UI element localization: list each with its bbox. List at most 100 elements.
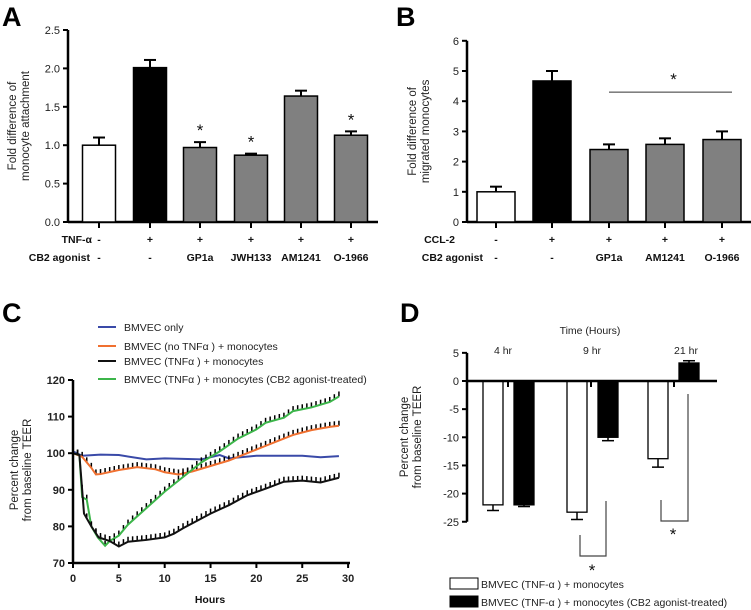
y-axis-label: migrated monocytes — [420, 79, 432, 183]
category-label: 4 hr — [494, 345, 513, 357]
significance-star: * — [670, 70, 677, 89]
bar — [81, 144, 117, 223]
y-tick-label: 80 — [53, 521, 65, 533]
legend-swatch — [449, 595, 479, 608]
row-label-agonist: CB2 agonist — [422, 252, 484, 264]
significance-star: * — [248, 133, 255, 152]
significance-star: * — [670, 525, 677, 544]
y-axis-label: Percent change — [399, 397, 411, 478]
bar — [532, 80, 572, 223]
chart-b: 0 1 2 3 4 5 6 Fold difference of migrated monocy… — [407, 36, 751, 264]
y-tick-label: 1.5 — [45, 102, 60, 114]
panel-label-c: C — [2, 298, 22, 328]
y-tick-label: -25 — [443, 517, 459, 529]
treatment-sign: - — [97, 234, 101, 246]
bar — [182, 146, 218, 223]
panel-label-b: B — [396, 2, 416, 32]
significance-bracket — [579, 501, 607, 557]
y-tick-label: 70 — [53, 558, 65, 570]
y-tick-label: 100 — [47, 448, 65, 460]
treatment-sign: + — [348, 234, 354, 246]
legend-label: BMVEC (TNFα ) + monocytes — [124, 356, 263, 368]
y-tick-label: 2.0 — [45, 63, 60, 75]
legend-label: BMVEC (TNF-α ) + monocytes (CB2 agonist-… — [481, 597, 727, 609]
agonist-label: O-1966 — [704, 252, 739, 264]
y-tick-label: 1.0 — [45, 140, 60, 152]
significance-star: * — [197, 121, 204, 140]
agonist-label: GP1a — [596, 252, 623, 264]
y-tick-label: 90 — [53, 485, 65, 497]
y-tick-label: -20 — [443, 489, 459, 501]
row-label-treatment: TNF-α — [62, 234, 93, 246]
y-tick-label: 2 — [453, 157, 459, 169]
bar — [513, 380, 535, 506]
legend-label: BMVEC (TNFα ) + monocytes (CB2 agonist-t… — [124, 374, 367, 386]
chart-c: BMVEC only BMVEC (no TNFα ) + monocytes BM… — [9, 322, 367, 606]
agonist-label: JWH133 — [231, 252, 272, 264]
x-tick-label: 30 — [342, 573, 354, 585]
x-tick-label: 0 — [70, 573, 76, 585]
y-tick-label: -10 — [443, 432, 459, 444]
treatment-sign: + — [197, 234, 203, 246]
bar — [597, 380, 619, 438]
y-tick-label: -5 — [449, 404, 459, 416]
x-tick-label: 20 — [250, 573, 262, 585]
y-tick-label: 5 — [453, 66, 459, 78]
significance-star: * — [348, 110, 355, 129]
y-axis-label: from baseline TEER — [412, 386, 424, 489]
treatment-sign: + — [606, 234, 612, 246]
bar — [476, 191, 516, 223]
bar — [589, 148, 629, 223]
x-tick-label: 5 — [116, 573, 122, 585]
treatment-sign: + — [719, 234, 725, 246]
treatment-sign: + — [549, 234, 555, 246]
bar — [333, 134, 369, 223]
y-tick-label: 0.0 — [45, 217, 60, 229]
y-tick-label: 0 — [453, 376, 459, 388]
y-tick-label: 2.5 — [45, 25, 60, 37]
y-tick-label: 0 — [453, 217, 459, 229]
bar — [283, 95, 319, 223]
bar — [132, 66, 168, 223]
agonist-label: AM1241 — [645, 252, 685, 264]
legend-label: BMVEC (no TNFα ) + monocytes — [124, 341, 278, 353]
agonist-label: - — [494, 252, 498, 264]
bar — [678, 362, 700, 382]
row-label-agonist: CB2 agonist — [29, 252, 91, 264]
agonist-label: - — [97, 252, 101, 264]
y-tick-label: 120 — [47, 375, 65, 387]
y-tick-label: 4 — [453, 96, 459, 108]
legend-swatch — [449, 577, 479, 590]
y-tick-label: 5 — [453, 348, 459, 360]
treatment-sign: + — [147, 234, 153, 246]
y-tick-label: 0.5 — [45, 179, 60, 191]
bar — [233, 154, 269, 223]
agonist-label: - — [148, 252, 152, 264]
agonist-label: AM1241 — [281, 252, 321, 264]
y-axis-label: Fold difference of — [407, 86, 419, 175]
treatment-sign: + — [662, 234, 668, 246]
chart-d: Time (Hours) 4 hr 9 hr 21 hr -25 -20 -15 -10 -5 0… — [399, 325, 727, 609]
y-tick-label: 3 — [453, 126, 459, 138]
y-axis-label: monocyte attachment — [20, 70, 32, 181]
series-line — [72, 424, 340, 476]
y-axis-label: Percent change — [9, 430, 21, 511]
panel-label-a: A — [2, 2, 22, 32]
treatment-sign: + — [248, 234, 254, 246]
row-label-treatment: CCL-2 — [424, 234, 455, 246]
panel-label-d: D — [400, 298, 420, 328]
y-axis-label: Fold difference of — [7, 81, 19, 170]
bar — [645, 143, 685, 223]
significance-bracket — [660, 394, 689, 522]
series-line — [72, 395, 340, 548]
y-tick-label: 110 — [47, 412, 65, 424]
category-label: 21 hr — [674, 345, 698, 357]
significance-star: * — [589, 561, 596, 580]
y-axis-label: from baseline TEER — [22, 419, 34, 522]
agonist-label: - — [550, 252, 554, 264]
y-tick-label: 6 — [453, 36, 459, 48]
bar — [647, 380, 669, 460]
bar — [482, 380, 504, 506]
chart-a: 0.0 0.5 1.0 1.5 2.0 2.5 Fold difference of mono… — [7, 25, 378, 264]
